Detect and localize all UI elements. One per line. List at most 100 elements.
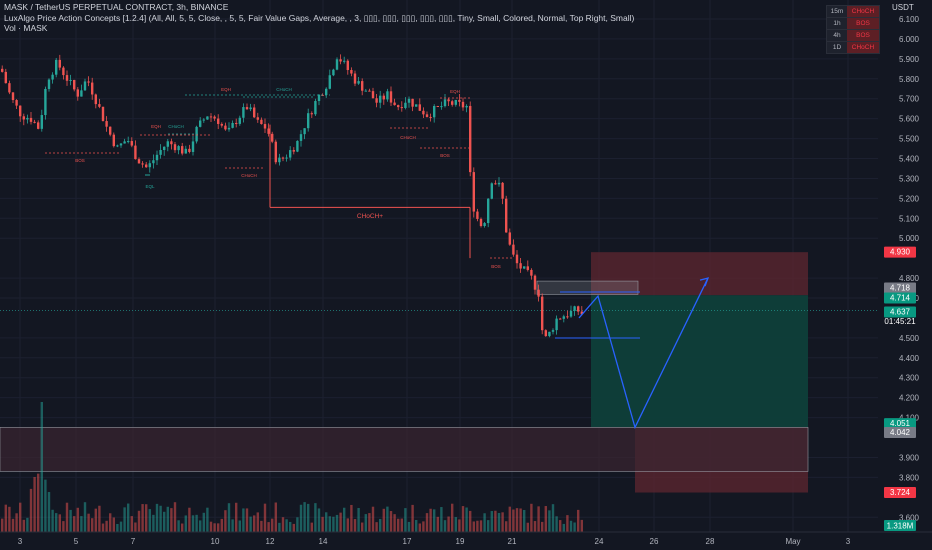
candle-body: [533, 275, 537, 290]
volume-bar: [292, 523, 295, 532]
mtf-status: CHoCH: [847, 42, 879, 53]
candle-body: [425, 114, 429, 117]
candle-body: [98, 104, 101, 107]
candle-body: [11, 92, 15, 101]
candle-body: [454, 99, 457, 105]
volume-bar: [483, 513, 486, 532]
mtf-status: BOS: [847, 18, 879, 29]
volume-bar: [112, 517, 115, 532]
candle-body: [335, 59, 339, 70]
candle-body: [476, 211, 479, 219]
structure-label: EQH: [450, 89, 460, 94]
candle-body: [447, 99, 450, 102]
candle-body: [375, 98, 378, 103]
volume-bar: [537, 506, 540, 532]
volume-bar: [573, 522, 576, 532]
candle-body: [400, 107, 403, 109]
indicator-title[interactable]: LuxAlgo Price Action Concepts [1.2.4] (A…: [4, 12, 635, 23]
symbol-title[interactable]: MASK / TetherUS PERPETUAL CONTRACT, 3h, …: [4, 2, 229, 12]
candle-body: [73, 79, 76, 90]
price-tick: 5.200: [899, 194, 920, 203]
volume-bar: [220, 518, 223, 532]
candle-body: [184, 148, 187, 154]
mtf-dashboard: 15m CHoCH 1h BOS 4h BOS 1D CHoCH: [826, 5, 880, 54]
volume-bar: [65, 502, 69, 532]
volume-bar: [242, 508, 245, 532]
candle-body: [339, 59, 342, 62]
candles: [1, 54, 583, 338]
candle-body: [321, 94, 324, 96]
volume-bar: [364, 514, 367, 532]
volume-bar: [94, 508, 97, 532]
date-tick: May: [785, 537, 800, 546]
mtf-timeframe: 15m: [827, 6, 847, 17]
volume-bar: [433, 509, 436, 532]
price-tick: 5.700: [899, 95, 920, 104]
volume-bar: [22, 519, 25, 532]
price-tag-label: 4.637: [890, 307, 911, 316]
time-axis[interactable]: 3 5 7 10 12 14 17 19 21 24 26 28 May 3: [0, 531, 932, 546]
candle-body: [127, 141, 130, 143]
volume-bar: [80, 516, 83, 532]
candle-body: [58, 59, 61, 68]
volume-bar: [62, 521, 65, 532]
volume-bar: [371, 506, 375, 532]
volume-bar: [152, 514, 155, 532]
demand-zone: [0, 427, 809, 472]
candle-body: [62, 67, 65, 76]
candle-body: [231, 122, 234, 128]
candle-body: [411, 98, 414, 107]
candle-body: [26, 117, 29, 120]
volume-bar: [11, 518, 15, 532]
volume-bar: [569, 520, 573, 532]
volume-bar: [15, 513, 18, 532]
volume-title[interactable]: Vol · MASK: [4, 23, 48, 33]
volume-bar: [76, 507, 79, 532]
volume-bar: [497, 512, 501, 532]
volume-bar: [429, 508, 432, 532]
mtf-row: 4h BOS: [827, 30, 879, 42]
volume-bar: [231, 519, 234, 532]
volume-bar: [440, 507, 443, 532]
volume-bar: [422, 521, 425, 532]
volume-bar: [451, 503, 454, 532]
volume-bar: [238, 520, 241, 532]
candle-body: [109, 126, 112, 135]
volume-bar: [148, 509, 151, 532]
candle-body: [519, 263, 522, 269]
candle-body: [508, 232, 511, 245]
candle-body: [317, 94, 321, 102]
structure-label: EQH: [151, 124, 161, 129]
candle-body: [289, 150, 292, 158]
candle-body: [217, 118, 220, 124]
volume-bar: [256, 512, 259, 532]
candle-body: [397, 105, 400, 108]
structure-label: CHoCH: [241, 173, 257, 178]
candle-body: [33, 121, 36, 123]
price-tick: 3.900: [899, 453, 920, 462]
volume-bar: [469, 510, 472, 532]
candle-body: [220, 123, 223, 126]
candle-body: [263, 124, 267, 129]
volume-bar: [213, 523, 216, 532]
volume-bar: [8, 506, 11, 532]
price-tick: 4.300: [899, 374, 920, 383]
candle-body: [65, 75, 69, 81]
volume-bar: [141, 504, 144, 532]
candle-body: [134, 145, 137, 160]
candle-body: [307, 113, 310, 129]
date-tick: 28: [706, 537, 715, 546]
candle-body: [404, 102, 407, 108]
price-tick: 6.000: [899, 35, 920, 44]
candle-body: [573, 306, 576, 311]
volume-bar: [566, 515, 569, 532]
candle-body: [512, 244, 515, 255]
price-axis[interactable]: 6.100 6.000 5.900 5.800 5.700 5.600 5.500 5.400…: [878, 0, 932, 532]
mtf-status: BOS: [847, 30, 879, 41]
volume-bar: [418, 523, 421, 532]
legend: MASK / TetherUS PERPETUAL CONTRACT, 3h, …: [4, 2, 819, 34]
candle-body: [440, 106, 443, 108]
structure-label: CHoCH: [276, 87, 292, 92]
price-tick: 5.900: [899, 55, 920, 64]
